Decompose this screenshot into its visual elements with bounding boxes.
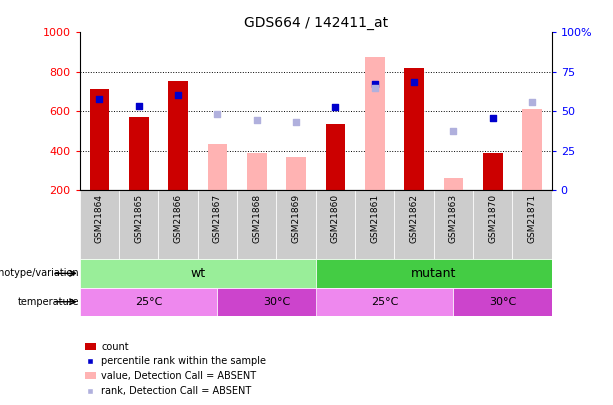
Point — [527, 98, 537, 105]
Title: GDS664 / 142411_at: GDS664 / 142411_at — [243, 16, 388, 30]
Text: GSM21862: GSM21862 — [409, 194, 419, 243]
Text: GSM21868: GSM21868 — [252, 194, 261, 243]
Text: GSM21865: GSM21865 — [134, 194, 143, 243]
Point — [330, 104, 340, 111]
FancyBboxPatch shape — [80, 288, 218, 316]
FancyBboxPatch shape — [434, 190, 473, 259]
Text: genotype/variation: genotype/variation — [0, 269, 79, 278]
Text: 30°C: 30°C — [263, 297, 290, 307]
Point — [94, 95, 104, 102]
Bar — [483, 153, 503, 190]
Bar — [247, 153, 267, 190]
Text: GSM21860: GSM21860 — [331, 194, 340, 243]
Bar — [89, 89, 109, 190]
Bar — [365, 57, 384, 190]
FancyBboxPatch shape — [237, 190, 276, 259]
FancyBboxPatch shape — [158, 190, 197, 259]
FancyBboxPatch shape — [316, 259, 552, 288]
Bar — [522, 109, 542, 190]
Text: 30°C: 30°C — [489, 297, 516, 307]
FancyBboxPatch shape — [80, 259, 316, 288]
Text: GSM21863: GSM21863 — [449, 194, 458, 243]
Point — [173, 92, 183, 98]
Point — [409, 79, 419, 85]
Text: GSM21870: GSM21870 — [488, 194, 497, 243]
FancyBboxPatch shape — [394, 190, 434, 259]
FancyBboxPatch shape — [316, 288, 454, 316]
Legend: count, percentile rank within the sample, value, Detection Call = ABSENT, rank, : count, percentile rank within the sample… — [85, 341, 266, 396]
FancyBboxPatch shape — [355, 190, 394, 259]
FancyBboxPatch shape — [473, 190, 512, 259]
Text: GSM21861: GSM21861 — [370, 194, 379, 243]
Bar — [444, 177, 463, 190]
Text: GSM21866: GSM21866 — [173, 194, 183, 243]
Text: GSM21864: GSM21864 — [95, 194, 104, 243]
Bar — [286, 157, 306, 190]
FancyBboxPatch shape — [316, 190, 355, 259]
FancyBboxPatch shape — [197, 190, 237, 259]
Text: wt: wt — [190, 267, 205, 280]
FancyBboxPatch shape — [512, 190, 552, 259]
Text: 25°C: 25°C — [135, 297, 162, 307]
Point — [291, 119, 301, 126]
Text: GSM21867: GSM21867 — [213, 194, 222, 243]
Point — [370, 81, 379, 87]
Point — [488, 115, 498, 122]
Text: mutant: mutant — [411, 267, 457, 280]
FancyBboxPatch shape — [218, 288, 335, 316]
Bar — [404, 68, 424, 190]
Bar — [129, 117, 148, 190]
Text: GSM21869: GSM21869 — [292, 194, 300, 243]
Text: GSM21871: GSM21871 — [528, 194, 536, 243]
Text: temperature: temperature — [17, 297, 79, 307]
Bar — [208, 144, 227, 190]
Text: 25°C: 25°C — [371, 297, 398, 307]
Bar — [326, 124, 345, 190]
FancyBboxPatch shape — [119, 190, 158, 259]
Point — [134, 103, 143, 110]
FancyBboxPatch shape — [454, 288, 552, 316]
Point — [213, 111, 223, 117]
Point — [449, 128, 459, 134]
Point — [370, 85, 379, 91]
Bar — [168, 81, 188, 190]
FancyBboxPatch shape — [276, 190, 316, 259]
FancyBboxPatch shape — [80, 190, 119, 259]
Point — [252, 117, 262, 124]
